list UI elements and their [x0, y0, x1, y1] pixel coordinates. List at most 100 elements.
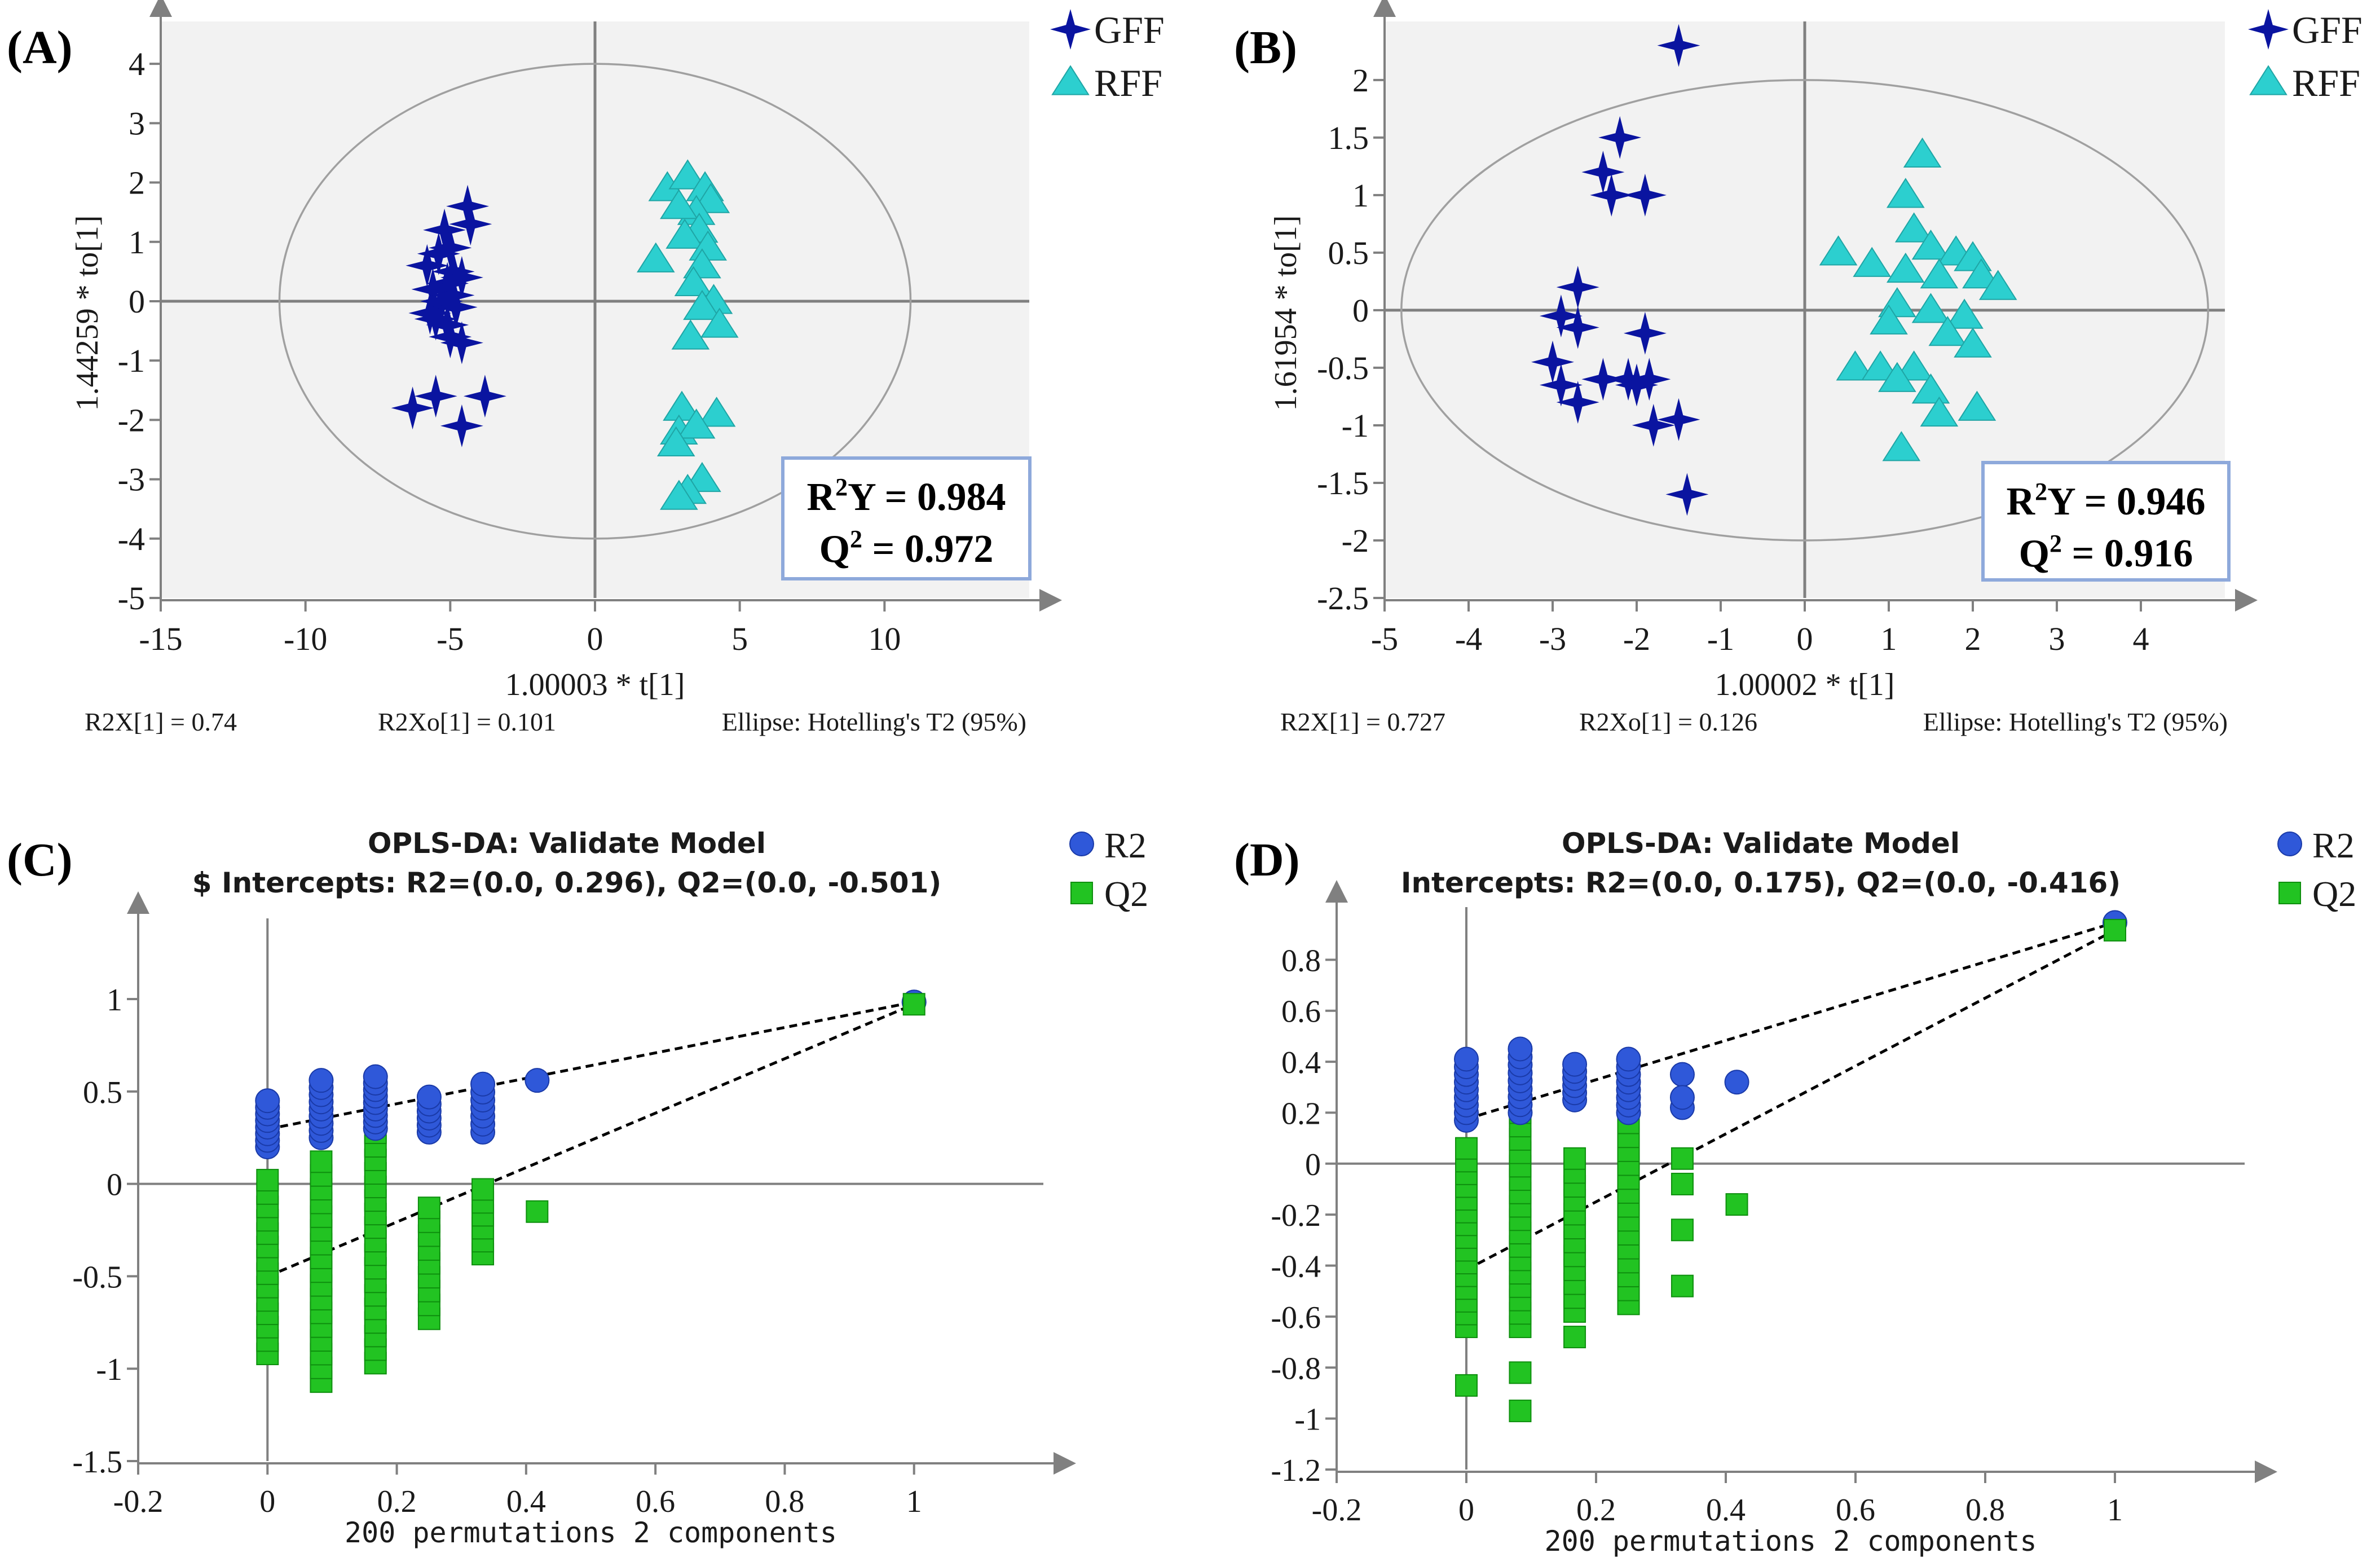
rff-point	[683, 289, 721, 320]
r2y-value: R2Y = 0.984	[807, 473, 1006, 519]
r2-point	[1508, 1036, 1533, 1062]
rff-point	[1853, 247, 1892, 277]
gff-point	[411, 267, 455, 311]
legend-r2-label: R2	[2312, 825, 2355, 865]
r2-point	[1562, 1052, 1588, 1077]
y-tick-label: -1	[1294, 1402, 1321, 1437]
q2-original-point	[2104, 918, 2126, 942]
y-tick-label: -5	[118, 580, 145, 617]
gff-point	[408, 292, 452, 335]
panel-label: (B)	[1234, 21, 1297, 74]
y-tick-label: -0.5	[1317, 350, 1369, 386]
gff-point	[414, 297, 457, 341]
rff-point	[1911, 293, 1950, 323]
r2-point	[470, 1071, 496, 1097]
q2-point	[417, 1197, 440, 1220]
y-tick-label: -1.5	[1317, 465, 1369, 502]
y-tick-label: 1	[107, 983, 122, 1018]
x-tick-label: -0.2	[113, 1484, 164, 1519]
y-tick-label: 0.8	[1281, 943, 1321, 978]
y-tick-label: 4	[129, 46, 145, 82]
rff-point	[1978, 270, 2017, 300]
r2-point	[308, 1068, 334, 1093]
r2-point	[363, 1064, 388, 1089]
q2-point	[1671, 1172, 1694, 1195]
gff-point	[1598, 116, 1642, 159]
x-axis-label: 1.00003 * t[1]	[505, 667, 685, 702]
r2-point	[525, 1068, 550, 1093]
rff-point	[636, 242, 675, 272]
gff-point	[429, 226, 472, 270]
y-tick-label: 0	[129, 283, 145, 320]
q2-point	[526, 1200, 549, 1223]
q2-point	[1509, 1400, 1532, 1423]
y-tick-label: -0.4	[1271, 1250, 1321, 1285]
x-tick-label: 0	[259, 1484, 275, 1519]
gff-point	[1628, 358, 1671, 401]
rff-point	[660, 480, 698, 510]
gff-point	[420, 280, 463, 323]
legend-rff-icon	[1051, 65, 1090, 95]
x-tick-label: 1	[906, 1484, 922, 1519]
legend-q2-label: Q2	[2312, 874, 2356, 914]
rff-point	[1894, 350, 1933, 381]
rff-point	[1882, 431, 1921, 461]
gff-point	[1539, 294, 1583, 338]
rff-point	[1920, 396, 1959, 427]
gff-point	[463, 375, 506, 418]
r2-point	[416, 1084, 442, 1110]
x-tick-label: -1	[1707, 621, 1734, 657]
y-tick-label: 1	[129, 224, 145, 261]
y-tick-label: 1.5	[1328, 120, 1369, 156]
gff-point	[391, 386, 434, 430]
stats-box	[781, 456, 1032, 580]
x-tick-label: 3	[2049, 621, 2065, 657]
x-tick-label: 0.4	[506, 1484, 546, 1519]
x-axis-label: 200 permutations 2 components	[1545, 1525, 2037, 1558]
y-tick-label: -2.5	[1317, 580, 1369, 617]
gff-point	[1556, 266, 1599, 309]
rff-point	[700, 307, 739, 338]
y-tick-label: -0.2	[1271, 1198, 1321, 1233]
rff-point	[671, 319, 710, 350]
q2-point	[1671, 1274, 1694, 1297]
x-axis-label: 1.00002 * t[1]	[1715, 667, 1895, 702]
gff-point	[1581, 358, 1625, 401]
gff-point	[440, 256, 483, 299]
y-tick-label: 0.5	[1328, 235, 1369, 271]
legend-gff-icon	[2248, 9, 2289, 50]
y-tick-label: -4	[118, 521, 145, 557]
y-tick-label: 0.4	[1281, 1045, 1321, 1080]
legend-gff-icon	[1050, 9, 1091, 50]
y-tick-label: -0.6	[1271, 1300, 1321, 1335]
gff-point	[440, 321, 483, 364]
q2-point	[1563, 1326, 1586, 1349]
x-tick-label: 2	[1965, 621, 1981, 657]
gff-point	[1615, 363, 1658, 407]
panel-label: (C)	[7, 834, 73, 886]
footer-r2xo: R2Xo[1] = 0.101	[378, 707, 556, 736]
gff-point	[434, 285, 478, 329]
y-tick-label: -1.2	[1271, 1453, 1321, 1488]
y-tick-label: -1	[96, 1352, 122, 1387]
x-tick-label: 0.6	[636, 1484, 675, 1519]
y-tick-label: 3	[129, 105, 145, 142]
x-tick-label: -2	[1623, 621, 1650, 657]
legend-rff-icon	[2249, 65, 2288, 95]
r2-point	[1724, 1070, 1749, 1095]
legend-q2-icon	[2278, 882, 2301, 904]
rff-point	[1903, 137, 1942, 168]
x-tick-label: 0	[1797, 621, 1813, 657]
gff-point	[1556, 381, 1599, 424]
y-tick-label: 1	[1352, 177, 1369, 214]
q2-point	[1455, 1374, 1478, 1397]
gff-point	[426, 262, 469, 305]
panel-d-permutation-plot: -1.2 -1 -0.8 -0.6 -0.4 -0.2 0 0.2 0.4 0.6 0.8 -0.2 0…	[1234, 825, 2356, 1558]
gff-point	[1632, 403, 1675, 447]
rff-point	[1894, 212, 1933, 243]
gff-point	[1623, 311, 1667, 355]
hotelling-ellipse	[278, 63, 912, 540]
gff-point	[1556, 306, 1599, 349]
gff-point	[446, 184, 490, 228]
